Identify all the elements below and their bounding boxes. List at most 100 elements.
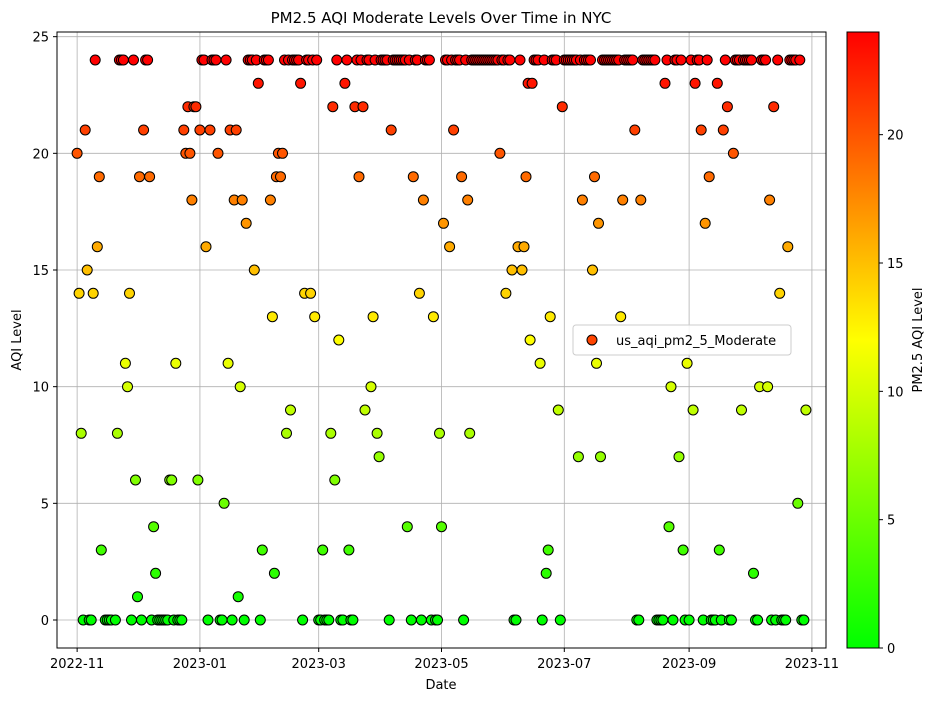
data-point (617, 194, 629, 206)
data-point (427, 311, 439, 323)
data-point (236, 194, 248, 206)
data-point (719, 54, 731, 66)
data-point (339, 77, 351, 89)
data-point (317, 544, 329, 556)
data-point (218, 497, 230, 509)
data-point (359, 404, 371, 416)
data-point (117, 54, 129, 66)
data-point (277, 147, 288, 159)
data-point (526, 77, 538, 89)
data-point (119, 357, 131, 369)
data-point (677, 544, 689, 556)
data-point (516, 264, 528, 276)
x-tick-label: 2023-05 (414, 657, 468, 672)
data-point (262, 54, 274, 66)
data-point (297, 614, 309, 626)
data-point (544, 311, 556, 323)
data-point (128, 54, 139, 66)
data-point (727, 147, 739, 159)
data-point (401, 521, 413, 533)
data-point (556, 101, 568, 113)
legend-box (572, 324, 792, 356)
data-point (699, 217, 711, 229)
data-point (71, 147, 83, 159)
data-point (417, 194, 429, 206)
data-point (649, 54, 661, 66)
colorbar-tick-label: 10 (887, 385, 904, 400)
data-point (254, 614, 266, 626)
data-point (252, 77, 264, 89)
data-point (200, 241, 212, 253)
colorbar-tick-label: 0 (887, 642, 895, 657)
data-point (142, 54, 154, 66)
data-point (659, 77, 671, 89)
data-point (305, 287, 317, 299)
data-point (423, 54, 435, 66)
data-point (268, 567, 280, 579)
data-point (281, 427, 292, 439)
data-point (124, 287, 135, 299)
data-point (256, 544, 268, 556)
data-point (220, 54, 232, 66)
colorbar-tick-label: 20 (887, 129, 904, 144)
data-point (134, 171, 145, 183)
data-point (413, 287, 425, 299)
data-point (456, 171, 468, 183)
data-point (95, 544, 107, 556)
data-point (542, 544, 554, 556)
data-point (204, 124, 216, 136)
data-point (504, 54, 516, 66)
data-point (768, 101, 780, 113)
data-point (230, 124, 242, 136)
data-point (81, 264, 93, 276)
data-point (434, 427, 445, 439)
data-point (746, 54, 757, 66)
data-point (150, 567, 162, 579)
data-point (703, 171, 715, 183)
data-point (695, 124, 707, 136)
y-axis-label: AQI Level (10, 309, 25, 370)
data-point (615, 311, 627, 323)
data-point (178, 124, 190, 136)
data-point (148, 521, 160, 533)
data-point (365, 381, 377, 393)
data-point (587, 264, 598, 276)
data-point (500, 287, 512, 299)
data-point (657, 614, 669, 626)
data-point (371, 427, 383, 439)
data-point (333, 334, 345, 346)
data-point (405, 614, 417, 626)
data-point (212, 147, 224, 159)
data-point (736, 404, 747, 416)
data-point (91, 241, 103, 253)
data-point (464, 427, 476, 439)
data-point (432, 614, 443, 626)
data-point (748, 567, 759, 579)
data-point (438, 217, 449, 229)
y-tick-label: 15 (32, 264, 49, 279)
data-point (89, 54, 101, 66)
data-point (234, 381, 246, 393)
colorbar-ticks: 0 5 10 15 20 (879, 129, 904, 657)
data-point (385, 124, 397, 136)
data-point (589, 171, 600, 183)
data-point (627, 54, 639, 66)
x-tick-label: 2023-09 (662, 657, 716, 672)
data-point (407, 171, 419, 183)
data-point (665, 381, 677, 393)
data-point (87, 287, 99, 299)
data-point (186, 194, 198, 206)
colorbar-tick-label: 5 (887, 514, 895, 529)
data-point (73, 287, 85, 299)
data-point (572, 451, 584, 463)
data-point (689, 77, 701, 89)
data-point (673, 451, 685, 463)
chart-title: PM2.5 AQI Moderate Levels Over Time in N… (271, 9, 612, 27)
data-point (295, 77, 307, 89)
data-point (238, 614, 250, 626)
data-point (794, 54, 806, 66)
x-tick-label: 2023-03 (292, 657, 346, 672)
data-point (591, 357, 602, 369)
data-point (462, 194, 474, 206)
data-point (264, 194, 276, 206)
